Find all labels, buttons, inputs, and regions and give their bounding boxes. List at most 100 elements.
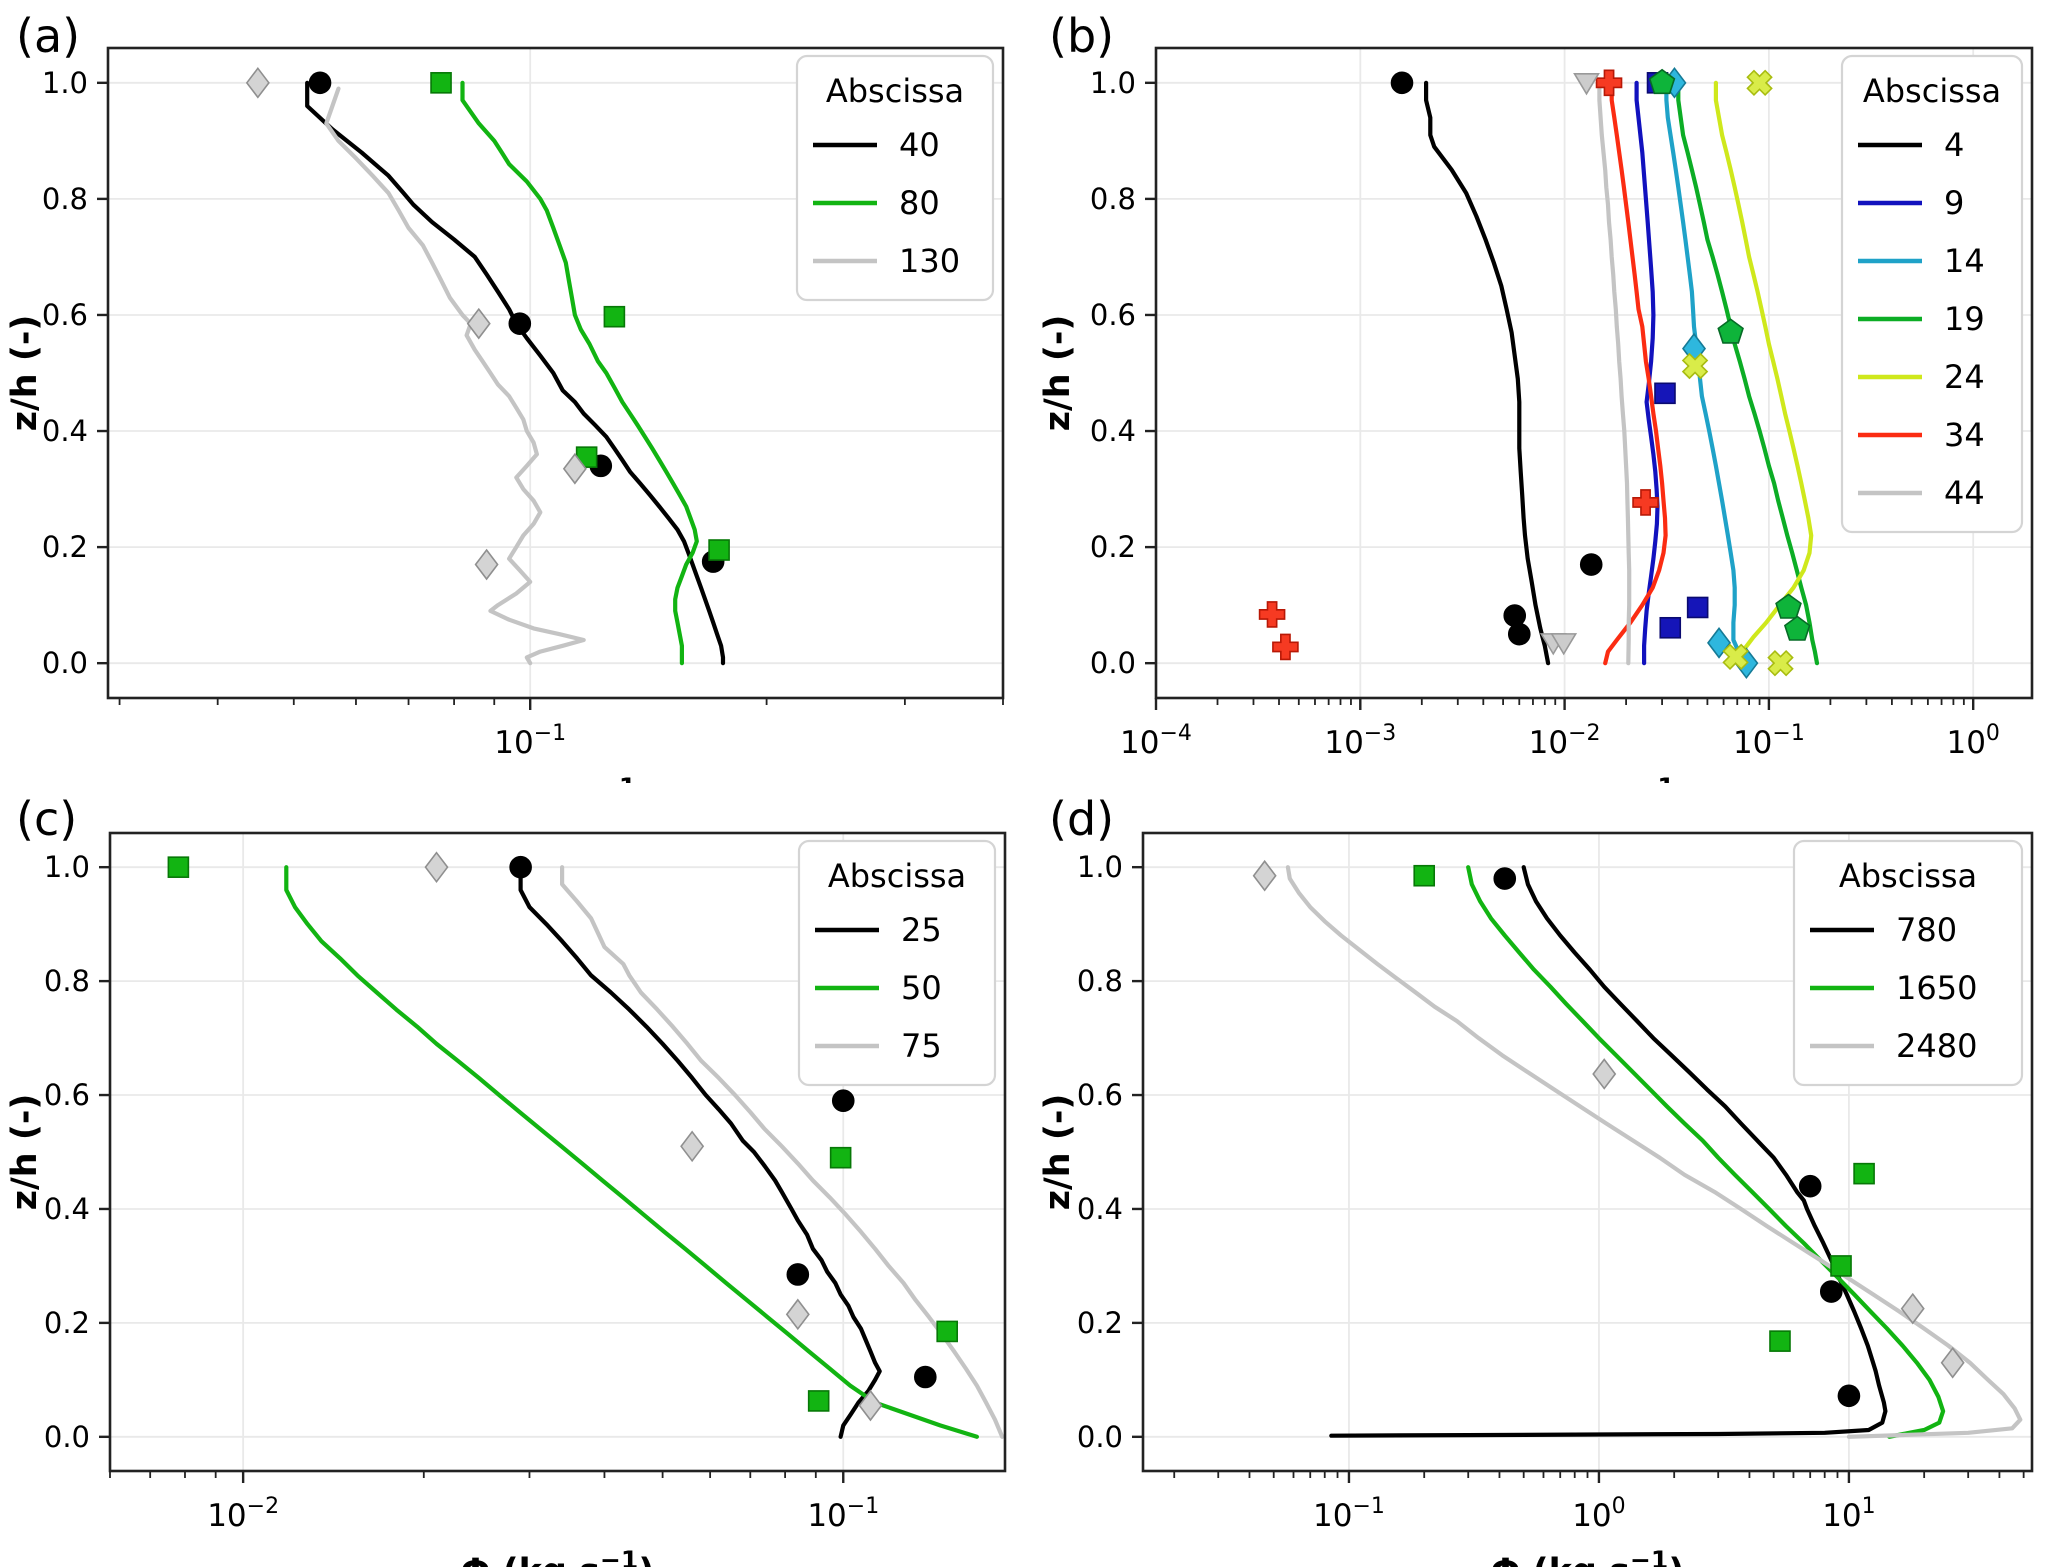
legend-label-40: 40: [899, 126, 940, 164]
legend-box: [795, 54, 995, 302]
scatter-2480-markers: [1252, 859, 1965, 1379]
y-tick-label: 0.6: [42, 298, 88, 332]
circle-marker: [1579, 553, 1603, 576]
x-tick-label: 10−2: [1529, 721, 1601, 761]
chart-panel-b: 0.0 0.2 0.4 0.6 0.8 1.0 10−4 10−3 10−2 10−1 100 Φ (…: [1038, 9, 2034, 783]
scatter-markers: [167, 851, 958, 1422]
legend-label-19: 19: [1944, 300, 1985, 338]
scatter-75-markers: [424, 851, 883, 1422]
y-axis-label: z/h (-): [5, 315, 45, 432]
y-tick-label: 0.2: [1077, 1306, 1123, 1340]
x-tick-label: 10−3: [1324, 721, 1396, 761]
square-marker: [936, 1320, 958, 1343]
square-marker: [1769, 1330, 1791, 1352]
x-marker: [1767, 649, 1794, 677]
diamond-marker: [562, 452, 587, 485]
square-marker: [1659, 616, 1682, 639]
legend-label-780: 780: [1896, 911, 1957, 949]
square-marker: [167, 856, 190, 878]
chart-panel-a: 0.0 0.2 0.4 0.6 0.8 1.0 10−1 Φ (kg s−1) z/h (-) (…: [5, 9, 1005, 783]
diamond-marker: [858, 1389, 883, 1422]
circle-marker: [1798, 1174, 1822, 1198]
line-25: [518, 865, 882, 1439]
circle-marker: [1390, 71, 1414, 95]
legend-label-9: 9: [1944, 184, 1964, 222]
x-axis-label: Φ (kg s−1): [461, 1545, 655, 1567]
x-tick-label: 100: [1572, 1494, 1625, 1534]
y-tick-label: 1.0: [1077, 850, 1123, 884]
legend-title: Abscissa: [826, 72, 964, 110]
triangle-down-marker: [1573, 73, 1600, 96]
ticks: [97, 81, 1004, 710]
legend-label-25: 25: [901, 911, 942, 949]
plus-marker: [1632, 489, 1659, 516]
x-tick-label: 10−2: [207, 1494, 279, 1534]
x-axis-label: Φ (kg s−1): [1497, 772, 1691, 783]
scatter-markers: [1258, 66, 1811, 680]
series-lines: [1424, 80, 1820, 666]
diamond-marker: [1900, 1292, 1925, 1325]
y-tick-label: 1.0: [44, 850, 90, 884]
pentagon-marker: [1783, 615, 1811, 641]
y-tick-label: 0.4: [1077, 1192, 1123, 1226]
line-9: [1634, 80, 1660, 666]
legend-label-130: 130: [899, 242, 960, 280]
scatter-24-markers: [1681, 69, 1794, 677]
diamond-marker: [474, 548, 499, 581]
pentagon-marker: [1775, 593, 1802, 619]
square-marker: [430, 72, 452, 94]
y-tick-label: 0.8: [1077, 964, 1123, 998]
axes-frame: [106, 46, 1005, 700]
y-tick-label: 0.6: [44, 1078, 90, 1112]
axes-frame: [1154, 46, 2034, 700]
legend-box: [1840, 54, 2024, 534]
circle-marker: [914, 1365, 937, 1389]
diamond-marker: [424, 851, 449, 884]
legend: Abscissa 780 1650 2480: [1792, 839, 2024, 1087]
y-tick-label: 0.2: [42, 530, 88, 564]
y-axis-label: z/h (-): [1038, 1094, 1078, 1211]
series-lines: [1285, 865, 2023, 1439]
line-14: [1664, 80, 1748, 666]
scatter-markers: [1252, 859, 1965, 1408]
y-tick-label: 0.2: [44, 1306, 90, 1340]
plus-marker: [1258, 601, 1286, 628]
scatter-780-markers: [1493, 867, 1861, 1408]
axes-frame: [108, 831, 1007, 1473]
diamond-marker: [785, 1298, 810, 1331]
y-tick-label: 1.0: [42, 66, 88, 100]
panel-label: (a): [16, 9, 80, 63]
legend-box: [1792, 839, 2024, 1087]
legend-label-50: 50: [901, 969, 942, 1007]
y-tick-label: 0.0: [42, 646, 88, 680]
x-tick-label: 10−4: [1120, 721, 1192, 761]
circle-marker: [1493, 867, 1517, 890]
scatter-130-markers: [245, 66, 587, 581]
y-tick-label: 0.6: [1077, 1078, 1123, 1112]
line-40: [305, 80, 726, 666]
chart-panel-c: 0.0 0.2 0.4 0.6 0.8 1.0 10−2 10−1 Φ (kg s−1) z/h …: [5, 792, 1007, 1567]
y-axis-label: z/h (-): [5, 1094, 45, 1211]
legend-label-34: 34: [1944, 416, 1985, 454]
line-2480: [1285, 865, 2023, 1439]
legend-label-24: 24: [1944, 358, 1985, 396]
legend: Abscissa 4 9 14 19 24 34 44: [1840, 54, 2024, 534]
diamond-marker: [1592, 1058, 1617, 1090]
scatter-markers: [245, 66, 730, 581]
diamond-marker: [245, 66, 270, 99]
x-axis-label: Φ (kg s−1): [459, 772, 653, 783]
line-44: [1597, 80, 1632, 666]
scatter-44-markers: [1539, 73, 1600, 656]
line-1650: [1466, 865, 1946, 1439]
legend: Abscissa 40 80 130: [795, 54, 995, 302]
square-marker: [829, 1146, 852, 1169]
legend-title: Abscissa: [828, 857, 966, 895]
line-130: [324, 86, 586, 666]
square-marker: [603, 305, 626, 328]
legend-label-44: 44: [1944, 474, 1985, 512]
circle-marker: [508, 312, 532, 335]
triangle-down-marker: [1550, 633, 1578, 656]
pentagon-marker: [1717, 318, 1744, 344]
x-tick-label: 101: [1822, 1494, 1875, 1534]
